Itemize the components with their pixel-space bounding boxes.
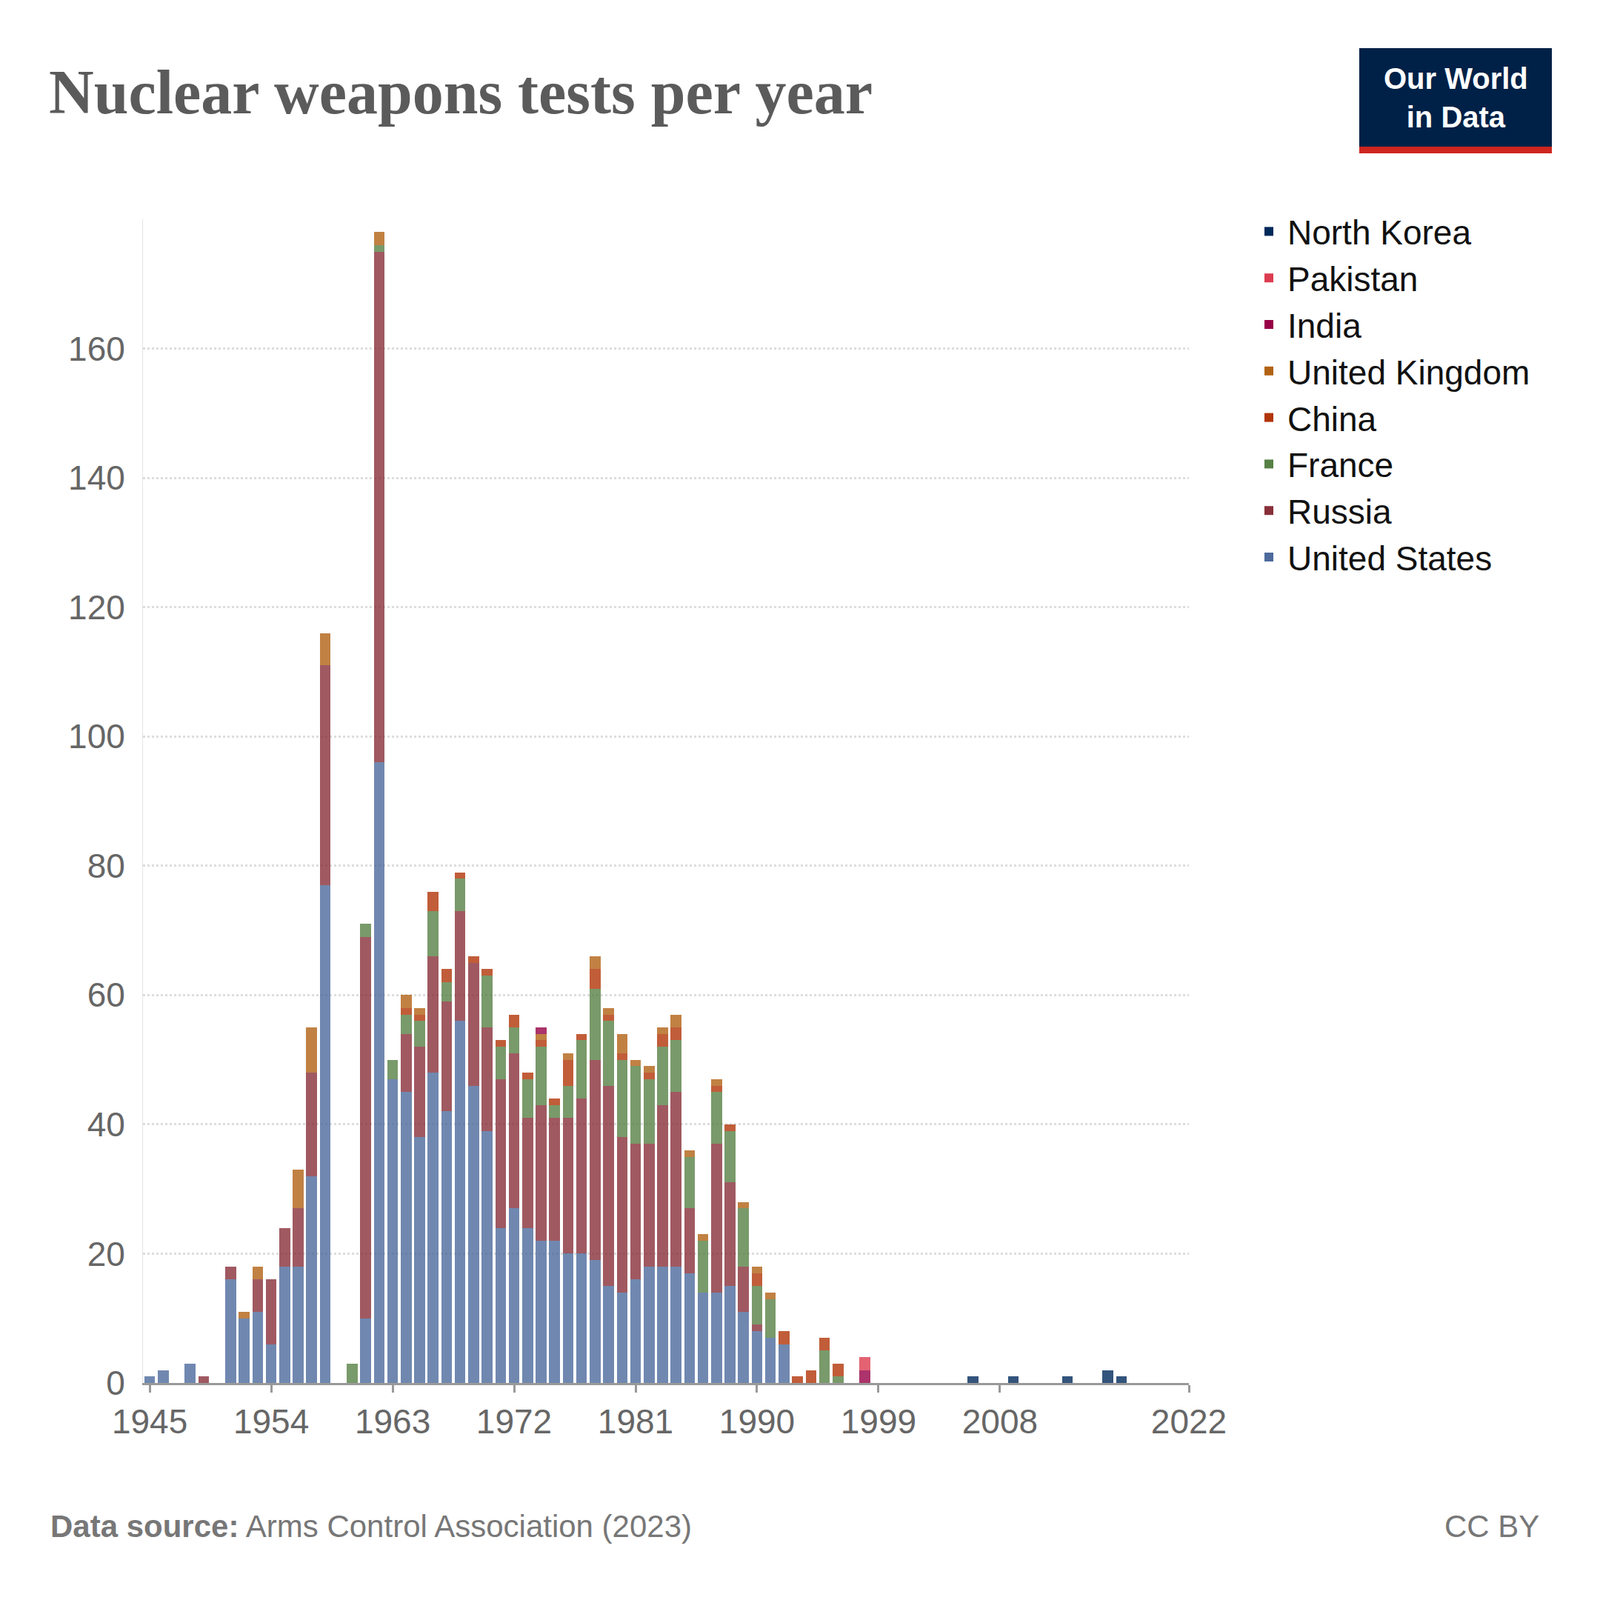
svg-text:Data source: Arms Control Asso: Data source: Arms Control Association (2… xyxy=(50,1508,692,1544)
svg-text:100: 100 xyxy=(68,717,126,756)
svg-text:0: 0 xyxy=(105,1363,126,1403)
svg-text:2008: 2008 xyxy=(962,1402,1038,1441)
svg-text:120: 120 xyxy=(68,588,126,627)
svg-text:France: France xyxy=(1287,445,1394,485)
svg-text:Nuclear weapons tests per year: Nuclear weapons tests per year xyxy=(48,57,873,127)
svg-text:1981: 1981 xyxy=(597,1402,674,1441)
svg-text:1963: 1963 xyxy=(354,1402,431,1441)
svg-text:2022: 2022 xyxy=(1151,1402,1227,1441)
svg-text:1954: 1954 xyxy=(233,1402,309,1441)
svg-text:1945: 1945 xyxy=(111,1402,188,1441)
svg-text:China: China xyxy=(1287,400,1378,439)
svg-text:80: 80 xyxy=(87,846,126,886)
svg-text:140: 140 xyxy=(68,458,126,498)
svg-text:1999: 1999 xyxy=(840,1402,917,1441)
svg-text:1972: 1972 xyxy=(476,1402,552,1441)
svg-text:1990: 1990 xyxy=(719,1402,795,1441)
svg-text:160: 160 xyxy=(68,329,126,369)
svg-text:20: 20 xyxy=(87,1234,126,1274)
svg-text:Our Worldin Data: Our Worldin Data xyxy=(1383,62,1529,134)
svg-text:CC BY: CC BY xyxy=(1444,1508,1540,1544)
svg-text:60: 60 xyxy=(87,975,126,1015)
svg-text:Pakistan: Pakistan xyxy=(1287,260,1418,299)
svg-text:United States: United States xyxy=(1287,539,1492,578)
svg-text:India: India xyxy=(1287,306,1362,346)
svg-text:Russia: Russia xyxy=(1287,492,1392,532)
svg-text:United Kingdom: United Kingdom xyxy=(1287,353,1530,392)
svg-text:40: 40 xyxy=(87,1105,126,1144)
svg-text:North Korea: North Korea xyxy=(1287,213,1472,252)
